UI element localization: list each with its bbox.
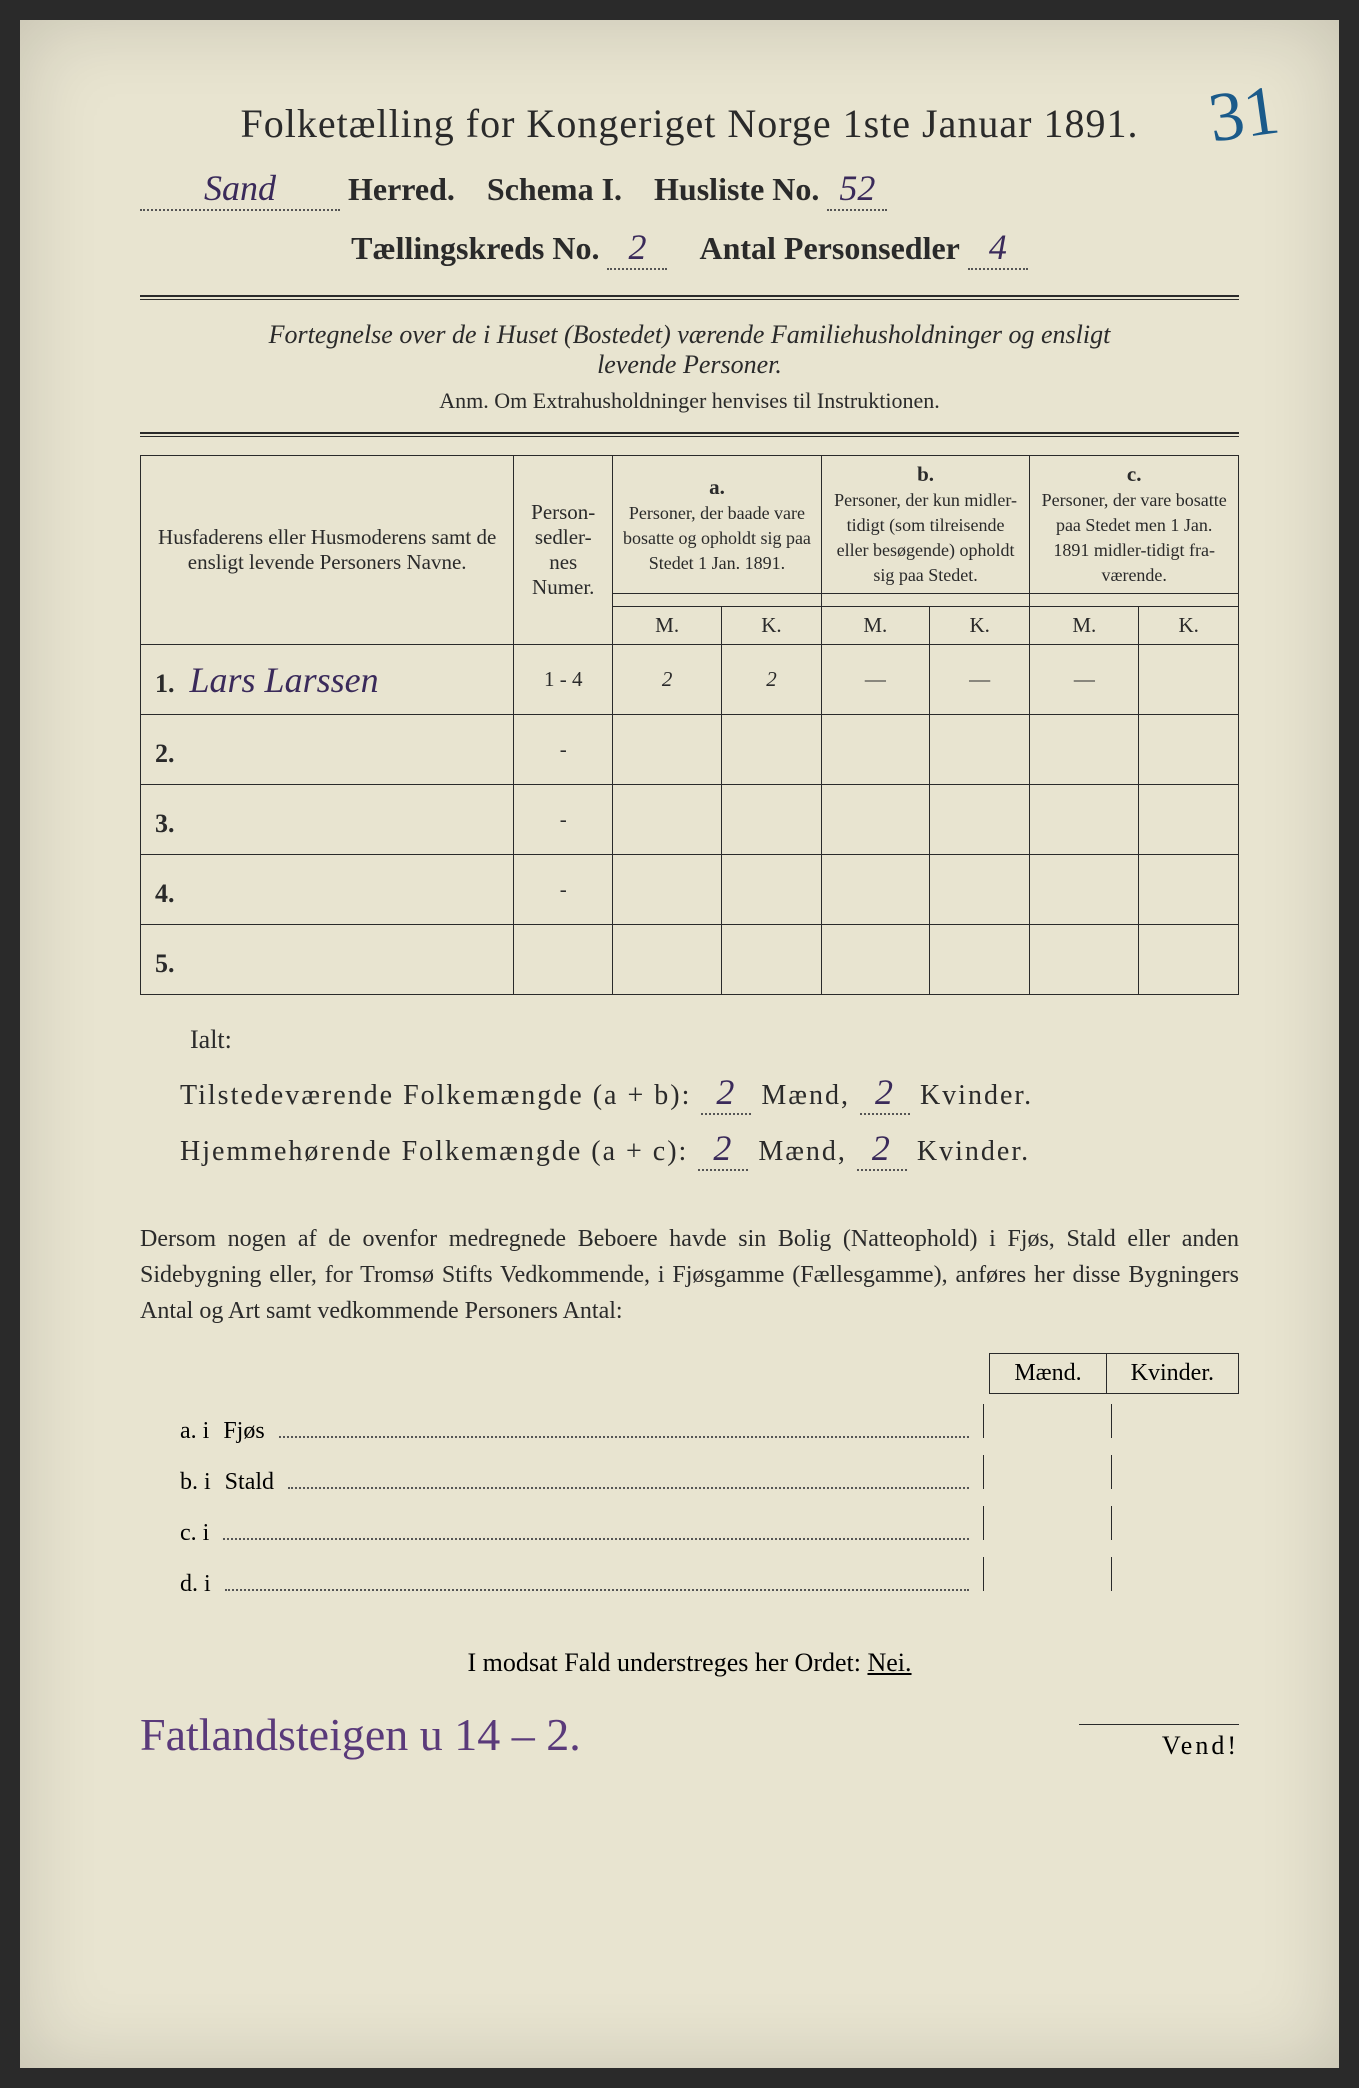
- col-c-header: c. Personer, der vare bosatte paa Stedet…: [1030, 456, 1239, 594]
- col-b-m: M.: [821, 607, 929, 645]
- col-a-header: a. Personer, der baade vare bosatte og o…: [613, 456, 822, 594]
- table-row: 3. -: [141, 785, 1239, 855]
- vend-label: Vend!: [1079, 1724, 1239, 1761]
- dotted-leader: [223, 1516, 969, 1540]
- tilstede-k: 2: [860, 1071, 910, 1115]
- divider: [140, 432, 1239, 437]
- kreds-line: Tællingskreds No. 2 Antal Personsedler 4: [140, 226, 1239, 270]
- nei-word: Nei.: [867, 1648, 911, 1677]
- dotted-leader: [225, 1567, 969, 1591]
- col-a-k: K.: [722, 607, 822, 645]
- bldg-b-prefix: b. i: [180, 1469, 211, 1496]
- dotted-leader: [279, 1414, 969, 1438]
- table-row: 4. -: [141, 855, 1239, 925]
- nei-line: I modsat Fald understreges her Ordet: Ne…: [140, 1648, 1239, 1678]
- title-year: 1891.: [1043, 101, 1138, 146]
- maend-col-label: Mænd.: [989, 1353, 1105, 1394]
- subtitle: Fortegnelse over de i Huset (Bostedet) v…: [140, 320, 1239, 380]
- kvinder-col-label: Kvinder.: [1106, 1353, 1239, 1394]
- title-prefix: Folketælling for Kongeriget Norge 1ste J…: [241, 101, 1033, 146]
- table-row: 1. Lars Larssen1 - 422———: [141, 645, 1239, 715]
- subtitle-line2: levende Personer.: [140, 350, 1239, 380]
- col-name-header: Husfaderens eller Husmoderens samt de en…: [141, 456, 514, 645]
- census-form-page: 31 Folketælling for Kongeriget Norge 1st…: [20, 20, 1339, 2068]
- bldg-a-prefix: a. i: [180, 1418, 209, 1445]
- herred-label: Herred.: [348, 171, 455, 208]
- col-b-header: b. Personer, der kun midler-tidigt (som …: [821, 456, 1030, 594]
- bldg-a-label: Fjøs: [223, 1418, 264, 1445]
- col-a-label: a.: [709, 475, 725, 499]
- building-paragraph: Dersom nogen af de ovenfor medregnede Be…: [140, 1221, 1239, 1329]
- hjemme-k: 2: [857, 1127, 907, 1171]
- building-row-d: d. i: [180, 1557, 1239, 1598]
- bottom-handwritten: Fatlandsteigen u 14 – 2.: [140, 1708, 1059, 1761]
- personsedler-value: 4: [968, 226, 1028, 270]
- corner-annotation: 31: [1204, 71, 1284, 160]
- herred-line: Sand Herred. Schema I. Husliste No. 52: [140, 167, 1239, 211]
- kvinder-label: Kvinder.: [917, 1136, 1030, 1168]
- husliste-label: Husliste No.: [654, 171, 819, 208]
- kreds-label: Tællingskreds No.: [351, 230, 599, 267]
- tilstede-line: Tilstedeværende Folkemængde (a + b): 2 M…: [180, 1071, 1239, 1115]
- col-b-label: b.: [917, 462, 934, 486]
- personsedler-label: Antal Personsedler: [699, 230, 959, 267]
- col-c-m: M.: [1030, 607, 1139, 645]
- dotted-leader: [288, 1465, 969, 1489]
- col-numer-header: Person-sedler-nes Numer.: [514, 456, 613, 645]
- maend-label: Mænd,: [758, 1136, 847, 1168]
- col-b-k: K.: [929, 607, 1029, 645]
- bldg-c-prefix: c. i: [180, 1520, 209, 1547]
- tilstede-m: 2: [701, 1071, 751, 1115]
- anm-note: Anm. Om Extrahusholdninger henvises til …: [140, 388, 1239, 414]
- bldg-b-label: Stald: [225, 1469, 274, 1496]
- building-row-c: c. i: [180, 1506, 1239, 1547]
- hjemme-label: Hjemmehørende Folkemængde (a + c):: [180, 1136, 688, 1168]
- col-c-k: K.: [1139, 607, 1239, 645]
- col-a-m: M.: [613, 607, 722, 645]
- tilstede-label: Tilstedeværende Folkemængde (a + b):: [180, 1080, 691, 1112]
- col-c-text: Personer, der vare bosatte paa Stedet me…: [1042, 490, 1227, 585]
- husliste-value: 52: [827, 167, 887, 211]
- hjemme-line: Hjemmehørende Folkemængde (a + c): 2 Mæn…: [180, 1127, 1239, 1171]
- mk-header: Mænd. Kvinder.: [140, 1353, 1239, 1394]
- kvinder-label: Kvinder.: [920, 1080, 1033, 1112]
- herred-value: Sand: [140, 167, 340, 211]
- ialt-label: Ialt:: [190, 1025, 1239, 1055]
- table-row: 5.: [141, 925, 1239, 995]
- building-row-b: b. i Stald: [180, 1455, 1239, 1496]
- hjemme-m: 2: [698, 1127, 748, 1171]
- nei-text: I modsat Fald understreges her Ordet:: [467, 1648, 861, 1677]
- page-title: Folketælling for Kongeriget Norge 1ste J…: [140, 100, 1239, 147]
- col-b-text: Personer, der kun midler-tidigt (som til…: [834, 490, 1017, 585]
- kreds-value: 2: [607, 226, 667, 270]
- building-row-a: a. i Fjøs: [180, 1404, 1239, 1445]
- maend-label: Mænd,: [761, 1080, 850, 1112]
- col-c-label: c.: [1127, 462, 1142, 486]
- table-row: 2. -: [141, 715, 1239, 785]
- bldg-d-prefix: d. i: [180, 1571, 211, 1598]
- census-table: Husfaderens eller Husmoderens samt de en…: [140, 455, 1239, 995]
- divider: [140, 295, 1239, 300]
- col-a-text: Personer, der baade vare bosatte og opho…: [623, 503, 811, 573]
- subtitle-line1: Fortegnelse over de i Huset (Bostedet) v…: [140, 320, 1239, 350]
- schema-label: Schema I.: [487, 171, 622, 208]
